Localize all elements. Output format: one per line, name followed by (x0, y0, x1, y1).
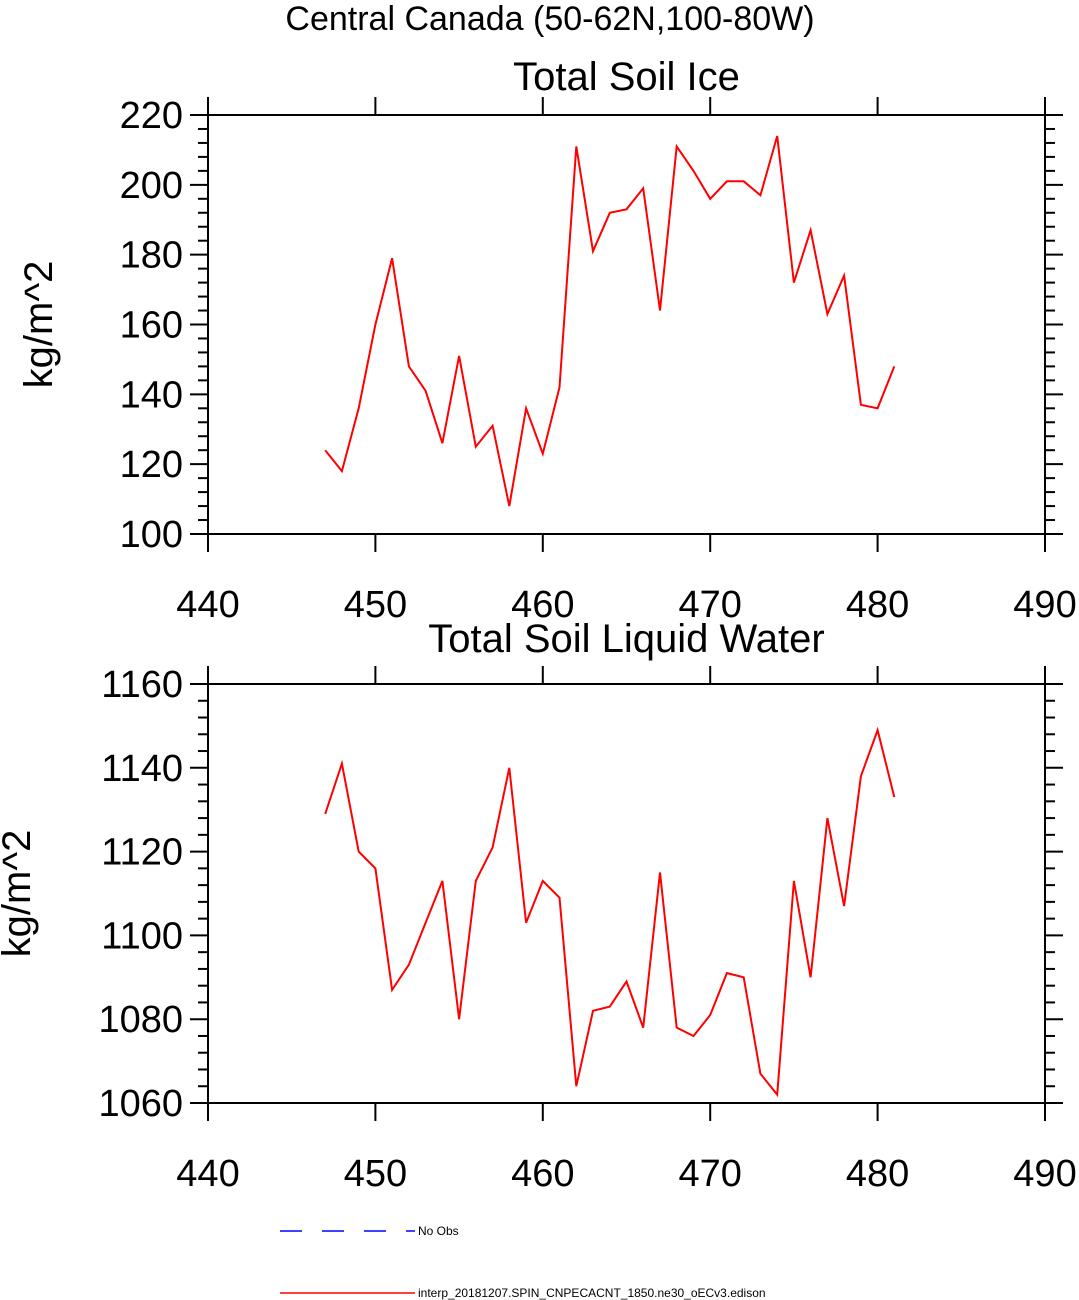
y-tick-label: 1120 (101, 832, 183, 874)
x-tick-label: 490 (1013, 584, 1076, 626)
x-tick-label: 460 (511, 1153, 574, 1195)
x-tick-label: 450 (344, 584, 407, 626)
x-tick-label: 460 (511, 584, 574, 626)
plot-frame (207, 114, 1046, 535)
x-tick-label: 490 (1013, 1153, 1076, 1195)
series-line (324, 726, 896, 1098)
x-tick-label: 440 (176, 1153, 239, 1195)
x-tick-label: 450 (344, 1153, 407, 1195)
y-tick-label: 140 (120, 374, 183, 416)
y-tick-label: 120 (120, 444, 183, 486)
legend: No Obs interp_20181207.SPIN_CNPECACNT_18… (280, 1224, 766, 1300)
y-tick-label: 1160 (101, 664, 183, 706)
y-tick-label: 220 (120, 95, 183, 137)
y-tick-label: 200 (120, 165, 183, 207)
panel-total-soil-liquid-water: Total Soil Liquid Water 440 450 460 470 480 49… (0, 617, 1077, 1195)
y-axis-label: kg/m^2 (0, 830, 39, 958)
y-tick-label: 1140 (101, 748, 183, 790)
panel-title: Total Soil Ice (513, 55, 740, 99)
x-tick-label: 480 (846, 1153, 909, 1195)
y-tick-label: 1080 (98, 999, 183, 1041)
y-tick-label: 1100 (101, 915, 183, 957)
y-axis-label: kg/m^2 (17, 261, 61, 389)
legend-label-no-obs: No Obs (418, 1224, 459, 1238)
series-line (324, 135, 896, 507)
y-tick-label: 1060 (98, 1083, 183, 1125)
x-tick-label: 480 (846, 584, 909, 626)
y-tick-label: 100 (120, 514, 183, 556)
figure-title: Central Canada (50-62N,100-80W) (285, 0, 814, 38)
x-tick-label: 470 (678, 584, 741, 626)
y-tick-label: 160 (120, 305, 183, 347)
x-tick-label: 440 (176, 584, 239, 626)
panel-title: Total Soil Liquid Water (428, 617, 824, 661)
panel-total-soil-ice: Total Soil Ice 440 450 460 470 480 490 100 120 14… (17, 55, 1077, 626)
plot-frame (207, 683, 1046, 1104)
x-tick-label: 470 (678, 1153, 741, 1195)
legend-label-model: interp_20181207.SPIN_CNPECACNT_1850.ne30… (418, 1286, 766, 1300)
y-tick-label: 180 (120, 235, 183, 277)
